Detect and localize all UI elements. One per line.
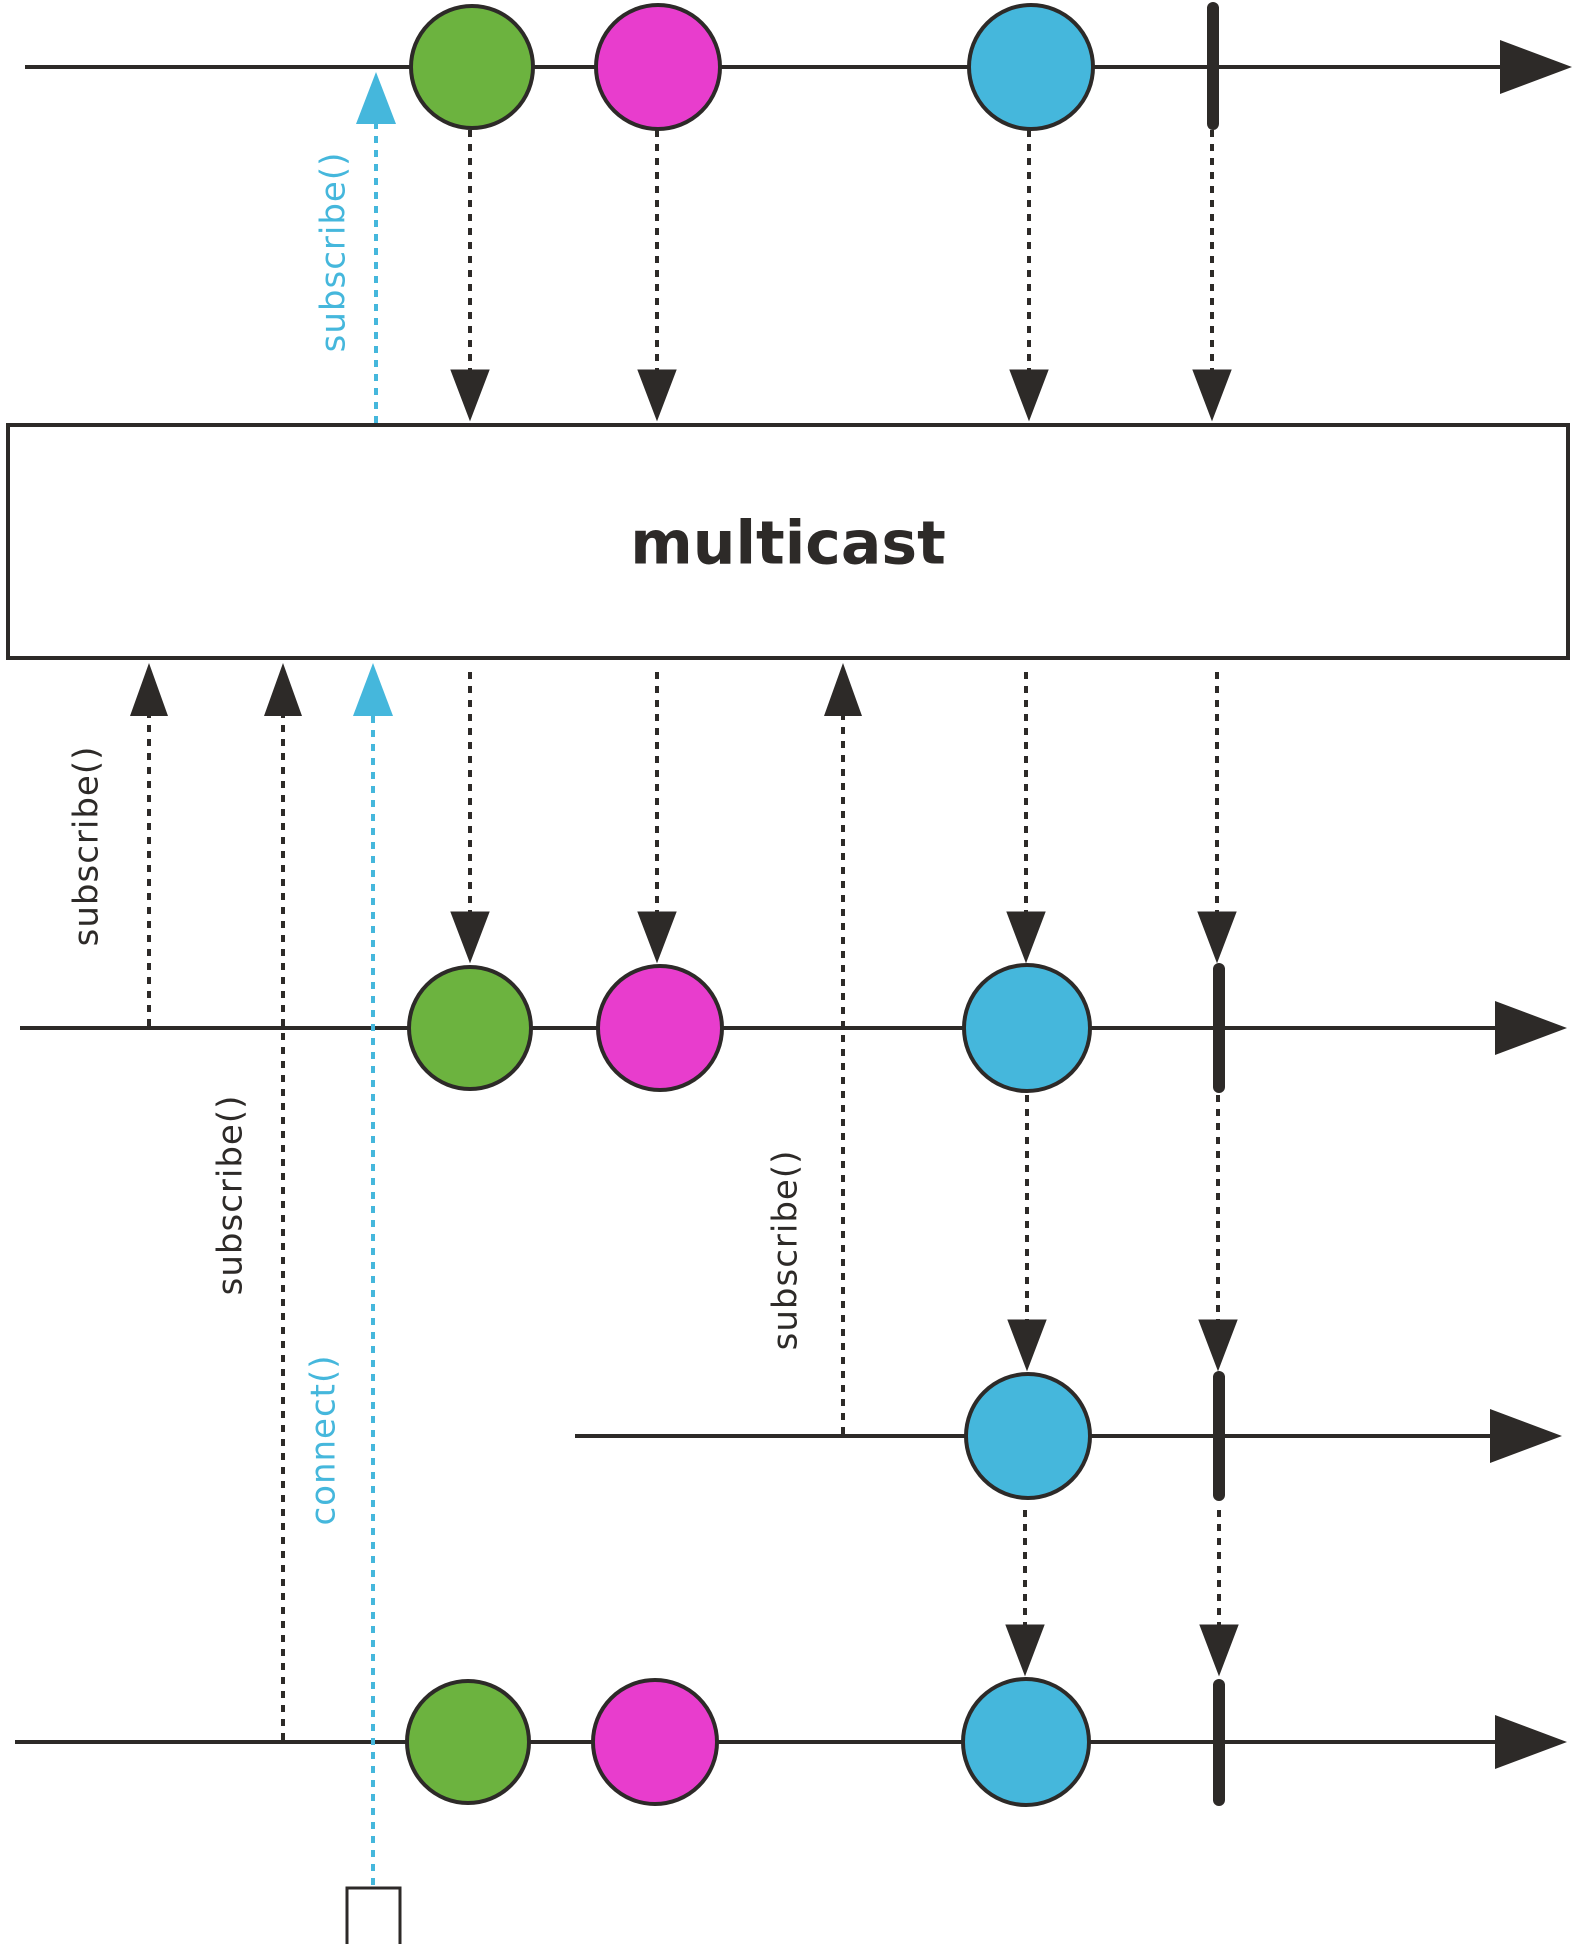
- subscriber-1-green-marble: [407, 965, 533, 1091]
- subscribe-arrows: [130, 72, 862, 1885]
- source-green-marble: [409, 4, 535, 130]
- connect-label: connect(): [304, 1354, 344, 1525]
- subscriber-3-green-marble: [405, 1679, 531, 1805]
- blue-emission-arrowhead: [1009, 369, 1049, 422]
- source-blue-marble: [967, 3, 1095, 131]
- subscriber-1-magenta-marble: [596, 964, 724, 1092]
- complete-forward-arrowhead-1: [1198, 1319, 1238, 1372]
- subscriber-3-marbles: [405, 1677, 1225, 1807]
- subscriber-3-blue-marble: [961, 1677, 1091, 1807]
- subscriber-1-timeline-arrowhead: [1495, 1001, 1567, 1055]
- blue-multicast-arrowhead: [1006, 911, 1046, 964]
- complete-emission-arrowhead: [1192, 369, 1232, 422]
- subscriber-2-marbles: [964, 1371, 1225, 1501]
- blue-forward-arrowhead-1: [1007, 1319, 1047, 1372]
- complete-forward-arrowhead-2: [1199, 1624, 1239, 1677]
- subscriber-2-timeline-arrowhead: [1490, 1409, 1562, 1463]
- source-subscribe-label: subscribe(): [314, 152, 354, 353]
- source-marbles: [409, 2, 1219, 131]
- subscriber-1-blue-marble: [962, 963, 1092, 1093]
- magenta-emission-arrowhead: [637, 369, 677, 422]
- subscriber-2-subscribe-arrowhead: [824, 663, 862, 716]
- subscriber-1-subscribe-label: subscribe(): [67, 746, 107, 947]
- square-icon: [345, 1886, 402, 1944]
- operator-box: multicast: [6, 423, 1570, 660]
- timelines: [15, 40, 1572, 1769]
- subscriber-3-subscribe-arrowhead: [264, 663, 302, 716]
- subscriber-3-subscribe-label: subscribe(): [211, 1095, 251, 1296]
- call-labels: subscribe() subscribe() subscribe() subs…: [67, 152, 806, 1526]
- operator-box-frame: [6, 423, 1570, 660]
- subscriber-2-blue-marble: [964, 1372, 1092, 1500]
- emission-arrows: [450, 130, 1239, 1677]
- subscriber-1-subscribe-arrowhead: [130, 663, 168, 716]
- source-subscribe-arrowhead: [356, 72, 396, 124]
- subscriber-3-timeline-arrowhead: [1495, 1715, 1567, 1769]
- green-multicast-arrowhead: [450, 911, 490, 964]
- connect-arrowhead: [353, 663, 393, 716]
- blue-forward-arrowhead-2: [1005, 1624, 1045, 1677]
- subscriber-3-magenta-marble: [591, 1678, 719, 1806]
- complete-multicast-arrowhead: [1197, 911, 1237, 964]
- operator-label: multicast: [630, 509, 946, 579]
- source-timeline-arrowhead: [1500, 40, 1572, 94]
- subscriber-1-marbles: [407, 963, 1225, 1093]
- green-emission-arrowhead: [450, 369, 490, 422]
- source-magenta-marble: [594, 3, 722, 131]
- subscriber-2-subscribe-label: subscribe(): [766, 1150, 806, 1351]
- magenta-multicast-arrowhead: [637, 911, 677, 964]
